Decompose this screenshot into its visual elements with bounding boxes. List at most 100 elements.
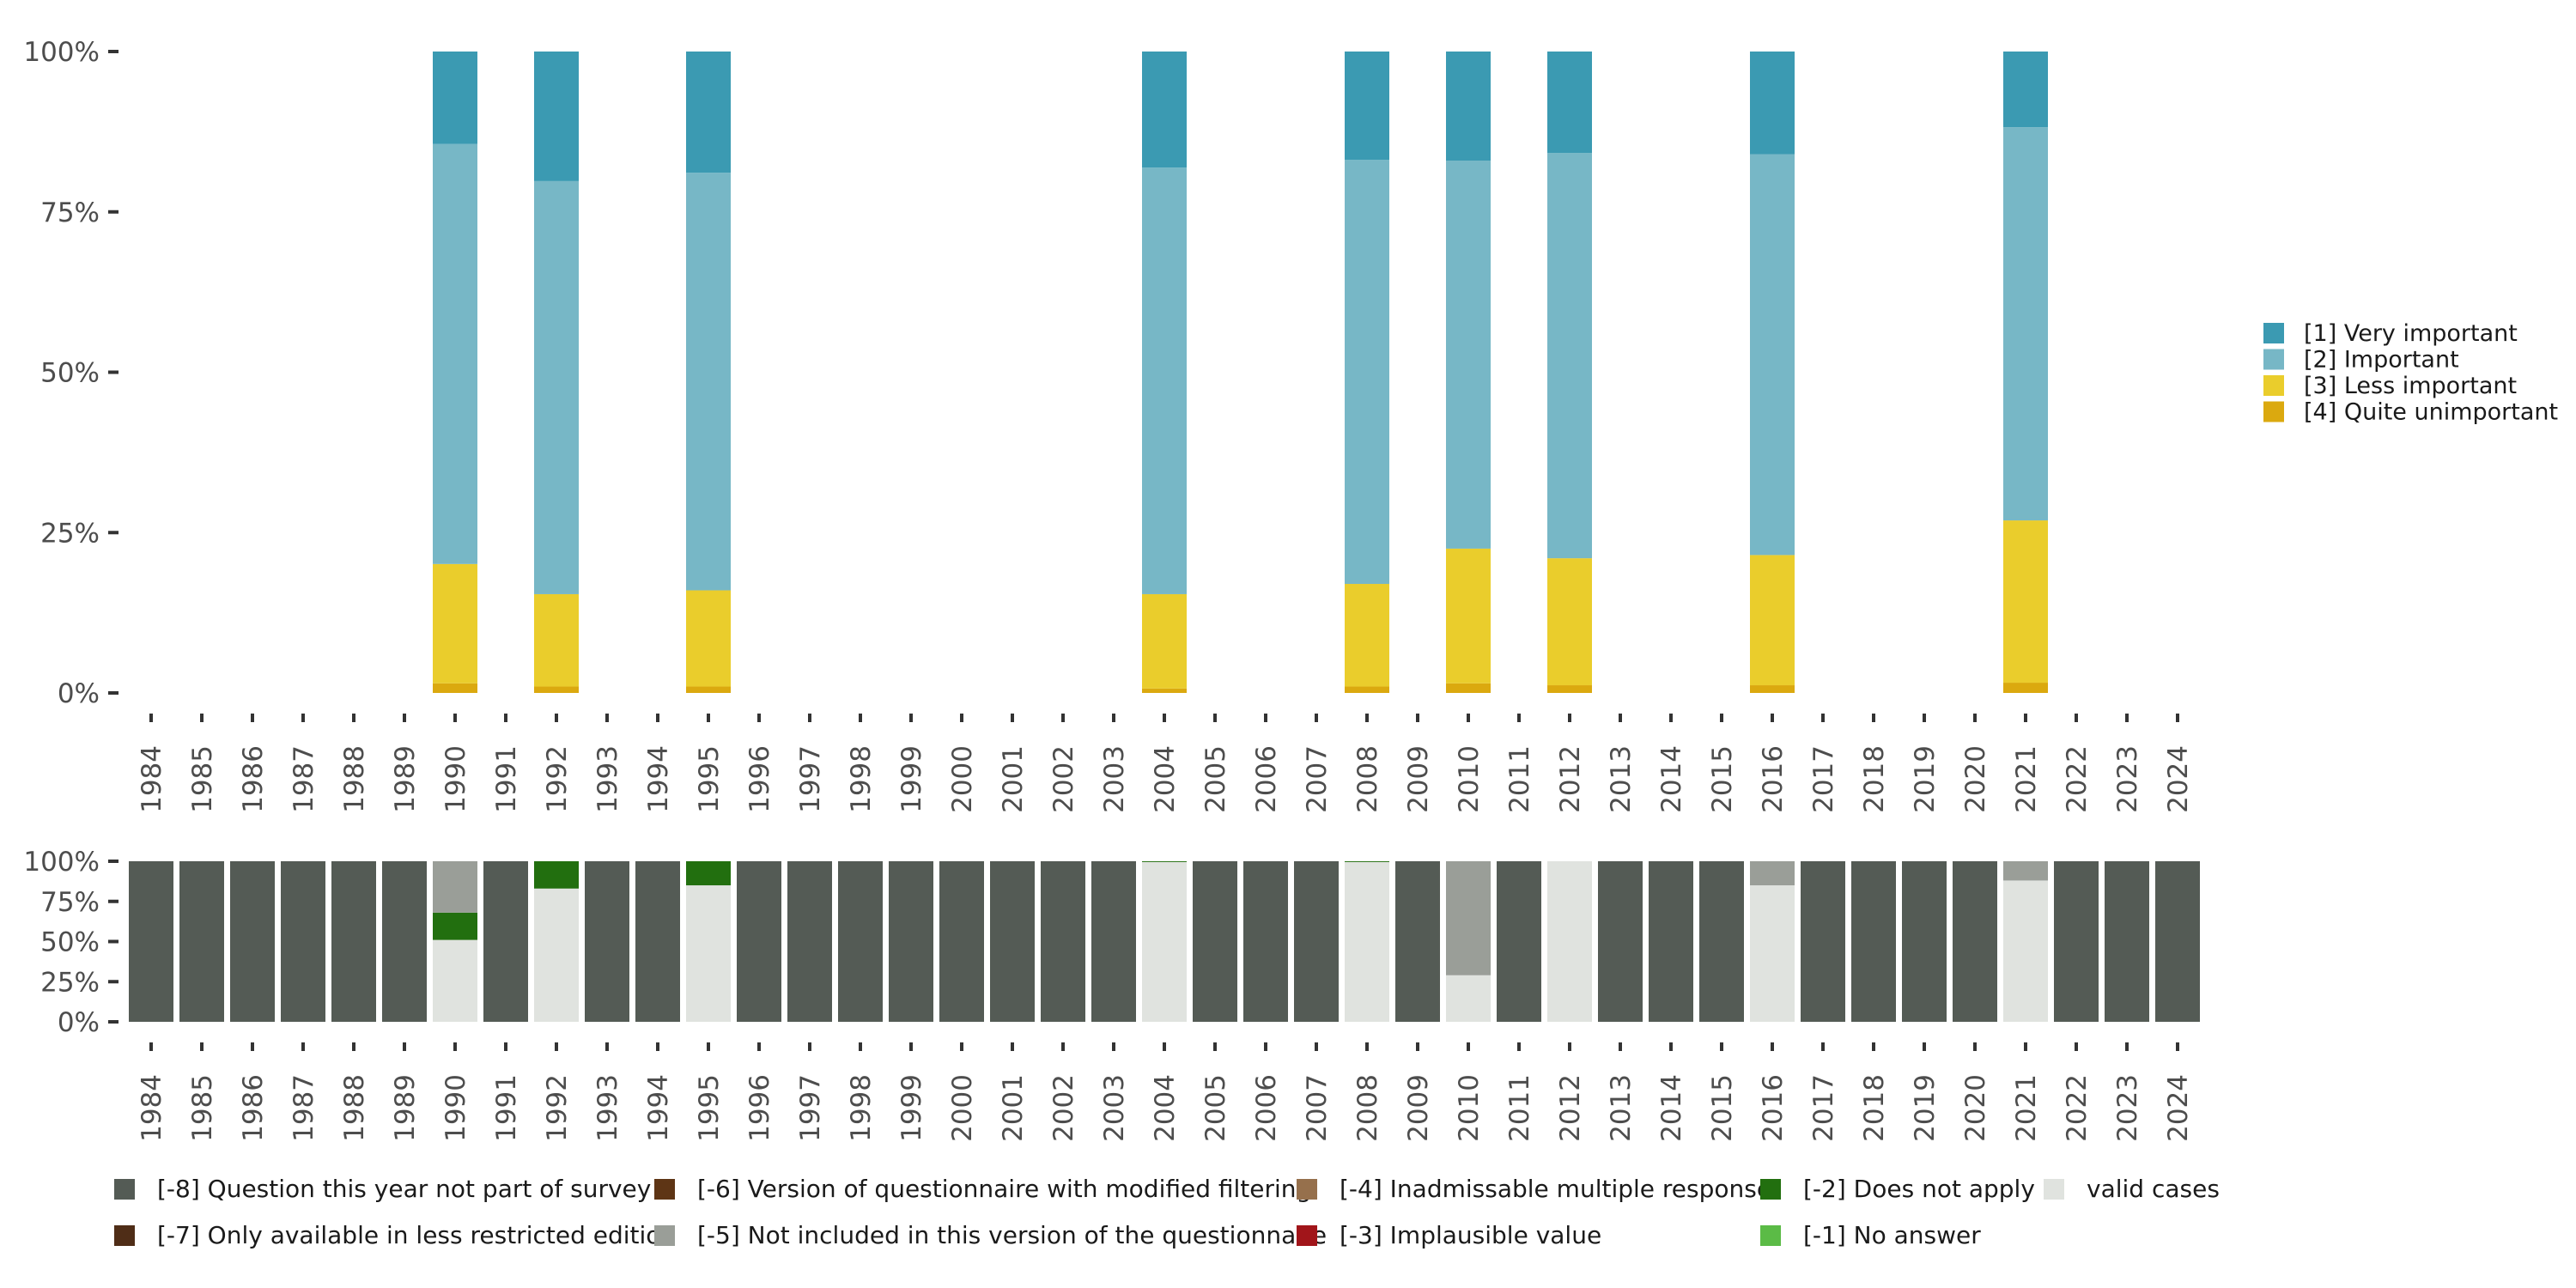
legend-swatch <box>654 1225 675 1246</box>
bar-segment <box>1547 558 1592 686</box>
x-tick-label: 2007 <box>1302 745 1333 813</box>
legend-swatch <box>2263 401 2284 422</box>
x-tick-label: 1984 <box>137 745 167 813</box>
bar-segment <box>585 861 629 1022</box>
bar-segment <box>433 143 477 564</box>
bar-segment <box>179 861 224 1022</box>
y-tick-label: 0% <box>58 1007 100 1038</box>
x-tick-label: 1992 <box>542 745 573 813</box>
bar-segment <box>1345 52 1389 161</box>
bar-segment <box>939 861 984 1022</box>
x-tick-label: 2000 <box>947 745 978 813</box>
x-tick-label: 2007 <box>1302 1074 1333 1142</box>
y-tick-label: 100% <box>23 37 100 68</box>
bar-segment <box>281 861 325 1022</box>
bar-segment <box>2054 861 2099 1022</box>
x-tick-label: 2019 <box>1910 745 1941 813</box>
bar-segment <box>433 52 477 144</box>
bar-segment <box>433 939 477 1022</box>
legend-label: [3] Less important <box>2304 373 2517 399</box>
bar-segment <box>635 861 680 1022</box>
x-tick-label: 2011 <box>1504 745 1535 813</box>
y-tick-label: 75% <box>40 887 100 918</box>
bar-segment <box>686 173 731 591</box>
bar-segment <box>2003 52 2048 128</box>
bar-segment <box>1142 167 1187 594</box>
x-tick-label: 2010 <box>1454 1074 1485 1142</box>
x-tick-label: 1988 <box>339 1074 370 1142</box>
bar-segment <box>686 885 731 1022</box>
bar-segment <box>1851 861 1896 1022</box>
x-tick-label: 1985 <box>187 1074 218 1142</box>
x-tick-label: 2020 <box>1960 1074 1991 1142</box>
x-tick-label: 2003 <box>1099 745 1130 813</box>
bar-segment <box>686 861 731 886</box>
x-tick-label: 1999 <box>896 745 927 813</box>
legend-label: [-7] Only available in less restricted e… <box>157 1221 676 1249</box>
y-tick-label: 0% <box>58 678 100 709</box>
x-tick-label: 2001 <box>998 1074 1029 1142</box>
x-tick-label: 2021 <box>2011 745 2042 813</box>
bar-segment <box>787 861 832 1022</box>
bar-segment <box>1142 861 1187 862</box>
bar-segment <box>1446 975 1491 1022</box>
bar-segment <box>483 861 528 1022</box>
x-tick-label: 2016 <box>1758 745 1789 813</box>
y-tick-label: 25% <box>40 967 100 998</box>
x-tick-label: 2002 <box>1048 745 1079 813</box>
x-tick-label: 2017 <box>1808 1074 1839 1142</box>
bar-segment <box>1193 861 1237 1022</box>
x-tick-label: 2001 <box>998 745 1029 813</box>
x-tick-label: 2004 <box>1150 1074 1181 1142</box>
x-tick-label: 1984 <box>137 1074 167 1142</box>
bar-segment <box>1547 52 1592 154</box>
bar-segment <box>2105 861 2149 1022</box>
x-tick-label: 2016 <box>1758 1074 1789 1142</box>
top-legend: [1] Very important[2] Important[3] Less … <box>2263 320 2558 426</box>
bar-segment <box>382 861 427 1022</box>
bar-segment <box>534 861 579 889</box>
x-tick-label: 1996 <box>744 745 775 813</box>
x-tick-label: 2006 <box>1251 1074 1282 1142</box>
bar-segment <box>1649 861 1693 1022</box>
x-tick-label: 2013 <box>1606 745 1637 813</box>
legend-swatch <box>1760 1225 1781 1246</box>
bar-segment <box>433 861 477 913</box>
bar-segment <box>1801 861 1845 1022</box>
bar-segment <box>1699 861 1744 1022</box>
x-tick-label: 2012 <box>1555 745 1586 813</box>
x-tick-label: 2012 <box>1555 1074 1586 1142</box>
bar-segment <box>1446 160 1491 549</box>
x-tick-label: 1998 <box>846 745 877 813</box>
x-tick-label: 2020 <box>1960 745 1991 813</box>
bar-segment <box>2003 520 2048 683</box>
legend-label: [-1] No answer <box>1803 1221 1981 1249</box>
x-tick-label: 1997 <box>795 1074 826 1142</box>
y-tick-label: 25% <box>40 518 100 549</box>
legend-swatch <box>2263 375 2284 396</box>
top-chart: 0% 25% 50% 75% 100% 1984 1985 1986 1987 1988 1989 1… <box>23 37 2194 813</box>
x-tick-label: 1989 <box>390 1074 421 1142</box>
bar-segment <box>1547 153 1592 559</box>
x-tick-label: 2011 <box>1504 1074 1535 1142</box>
bar-segment <box>1294 861 1339 1022</box>
x-tick-label: 1997 <box>795 745 826 813</box>
bar-segment <box>230 861 275 1022</box>
bar-segment <box>1345 160 1389 585</box>
x-tick-label: 2014 <box>1656 745 1687 813</box>
legend-label: [2] Important <box>2304 347 2459 374</box>
bar-segment <box>838 861 883 1022</box>
bar-segment <box>534 593 579 687</box>
bottom-legend: [-8] Question this year not part of surv… <box>114 1175 2220 1249</box>
legend-swatch <box>1297 1225 1317 1246</box>
y-tick-label: 75% <box>40 197 100 228</box>
bar-segment <box>1091 861 1136 1022</box>
x-tick-label: 2023 <box>2112 745 2143 813</box>
legend-label: [-3] Implausible value <box>1340 1221 1601 1249</box>
bar-segment <box>331 861 376 1022</box>
x-tick-label: 2019 <box>1910 1074 1941 1142</box>
bar-segment <box>1446 861 1491 975</box>
x-tick-label: 1987 <box>289 1074 319 1142</box>
x-tick-label: 1991 <box>491 1074 522 1142</box>
y-tick-label: 50% <box>40 358 100 389</box>
